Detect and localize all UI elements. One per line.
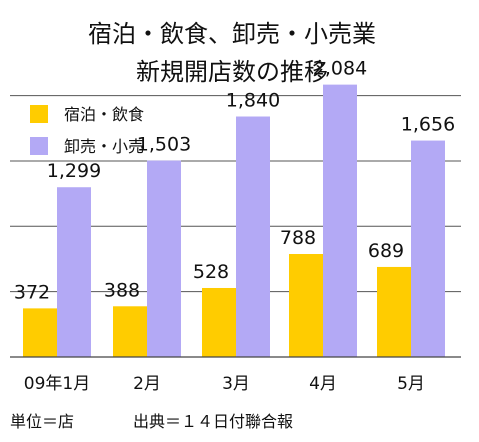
legend: 宿泊・飲食 卸売・小売	[30, 105, 144, 156]
bar-retail	[236, 116, 270, 358]
data-label: 2,084	[313, 58, 367, 80]
data-label: 528	[193, 261, 229, 283]
bar-lodging	[23, 308, 57, 357]
legend-label-lodging: 宿泊・飲食	[64, 105, 144, 124]
bar-retail	[57, 187, 91, 357]
bar-retail	[147, 160, 181, 357]
data-label: 1,840	[226, 90, 280, 112]
x-tick-label: 5月	[397, 374, 425, 394]
legend-swatch-lodging	[30, 105, 48, 123]
x-tick-label: 2月	[133, 374, 161, 394]
bar-lodging	[113, 306, 147, 357]
legend-label-retail: 卸売・小売	[64, 137, 144, 156]
data-label: 689	[368, 240, 404, 262]
x-tick-label: 3月	[222, 374, 250, 394]
bar-lodging	[377, 266, 411, 357]
data-label: 1,656	[401, 114, 455, 136]
source-note: 出典＝１４日付聯合報	[133, 412, 293, 431]
chart-title-line-2: 新規開店数の推移	[136, 58, 328, 86]
bar-lodging	[289, 254, 323, 357]
bar-lodging	[202, 287, 236, 357]
x-tick-label: 09年1月	[24, 374, 90, 394]
data-label: 1,503	[137, 134, 191, 156]
data-label: 788	[280, 227, 316, 249]
plot-area: 372 388 528 788 689 1,299 1,503 1,840 2,084 1,656	[10, 58, 461, 358]
legend-swatch-retail	[30, 137, 48, 155]
data-label: 372	[14, 281, 50, 303]
bar-retail	[411, 140, 445, 357]
x-axis-ticks: 09年1月 2月 3月 4月 5月	[24, 374, 425, 394]
chart-title-line-1: 宿泊・飲食、卸売・小売業	[88, 20, 376, 48]
data-label: 1,299	[47, 160, 101, 182]
data-label: 388	[104, 279, 140, 301]
bar-retail	[323, 84, 357, 357]
x-tick-label: 4月	[309, 374, 337, 394]
unit-note: 単位＝店	[10, 412, 74, 431]
